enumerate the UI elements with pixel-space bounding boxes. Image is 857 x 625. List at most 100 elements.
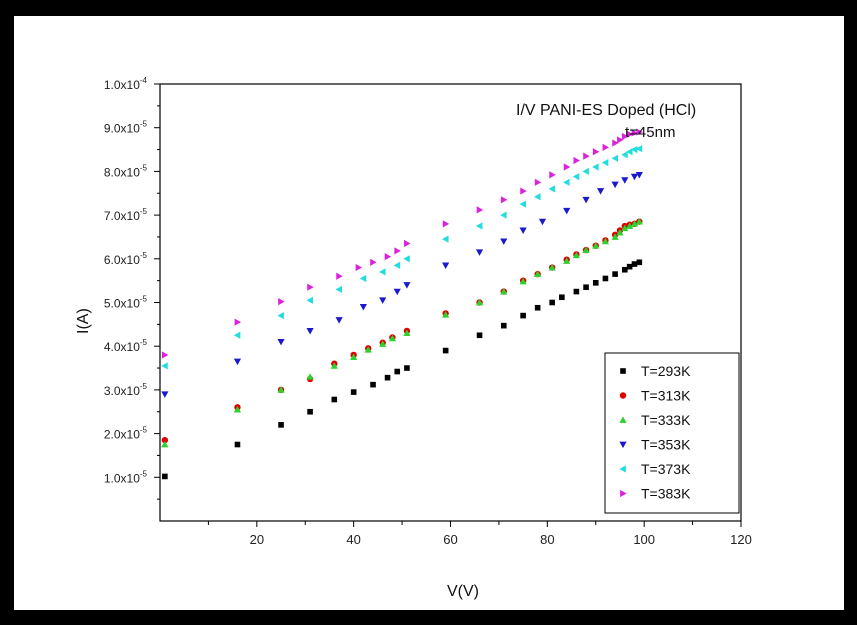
data-point [442,262,450,269]
data-point [572,251,580,259]
data-point [612,139,619,147]
data-point [233,331,241,339]
data-point [548,185,556,193]
data-point [335,285,343,293]
data-point [563,178,570,186]
y-tick-label: 7.0x10-5 [104,207,148,223]
data-point [379,340,387,347]
x-tick-label: 40 [346,532,360,547]
data-point [370,258,377,266]
data-point [393,288,401,296]
data-point [442,347,449,354]
data-point [234,441,241,448]
data-point [582,246,590,253]
chart-frame: 20 40 60 80 100 120 1.0x10-5 2.0x10-5 3.0x10-5 4.… [14,16,844,610]
data-point [582,167,589,175]
data-point [626,263,633,270]
legend-label: T=313K [641,388,691,404]
x-tick-label: 100 [633,532,655,547]
data-point [630,145,638,154]
x-axis-label: V(V) [447,583,479,600]
data-point [475,298,484,306]
x-tick-label: 20 [250,532,264,547]
data-point [393,261,401,269]
data-point [520,312,526,319]
data-point [621,132,629,141]
data-point [475,249,484,256]
data-point [636,259,643,266]
data-point [384,253,392,261]
data-point [559,294,565,301]
data-point [592,148,600,156]
data-point [592,242,600,249]
data-point [601,159,609,167]
data-point [636,128,643,136]
data-point [631,129,639,137]
data-point [350,389,357,395]
legend-marker [620,368,626,374]
legend-marker [619,392,627,399]
data-point [277,338,285,346]
data-point [563,257,571,264]
x-tick-label: 60 [443,532,457,547]
data-point [370,381,376,388]
data-point [635,145,643,153]
data-point [306,296,313,304]
data-point [563,207,571,215]
data-point [384,374,391,381]
data-point [626,222,634,229]
data-point [626,130,634,138]
data-point [596,188,605,195]
chart-title: I/V PANI-ES Doped (HCl) [516,102,697,119]
y-tick-label: 1.0x10-5 [104,469,148,485]
legend-label: T=353K [641,437,691,453]
data-point [476,332,483,339]
data-point [635,172,643,179]
data-point [161,440,169,448]
data-point [548,263,556,271]
data-point [592,163,599,171]
data-point [602,275,609,282]
data-point [534,270,542,277]
x-tick-label: 120 [730,532,752,547]
y-tick-label: 3.0x10-5 [104,382,148,398]
data-point [519,277,527,285]
legend-label: T=383K [641,486,691,502]
legend-marker [620,489,627,498]
data-point [500,196,508,204]
data-point [307,408,313,415]
data-point [359,303,367,311]
data-point [234,318,242,326]
y-tick-label: 1.0x10-4 [104,76,148,92]
data-point [161,391,169,398]
data-point [355,263,363,272]
data-point [622,266,628,273]
data-point [330,362,338,369]
data-point [549,171,556,179]
data-point [233,405,242,413]
data-point [573,156,580,165]
data-point [612,271,618,277]
y-tick-label: 2.0x10-5 [104,426,148,442]
data-point [404,239,411,248]
data-point [277,386,285,393]
data-point [534,178,542,186]
data-point [635,218,643,225]
data-point [233,358,242,366]
data-point [601,237,610,245]
x-tick-label: 80 [540,532,554,547]
data-point [306,328,314,335]
y-tick-label: 6.0x10-5 [104,251,148,267]
data-point [500,322,507,329]
data-point [583,284,589,291]
data-point [611,181,619,189]
data-point [161,351,169,359]
data-point [394,368,401,375]
data-point [617,136,624,144]
data-point [403,329,411,336]
data-point [306,373,314,380]
legend-marker [619,441,627,449]
data-point [336,272,343,280]
y-tick-label: 9.0x10-5 [104,120,148,136]
scatter-plot: 20 40 60 80 100 120 1.0x10-5 2.0x10-5 3.0x10-5 4.… [104,76,752,547]
